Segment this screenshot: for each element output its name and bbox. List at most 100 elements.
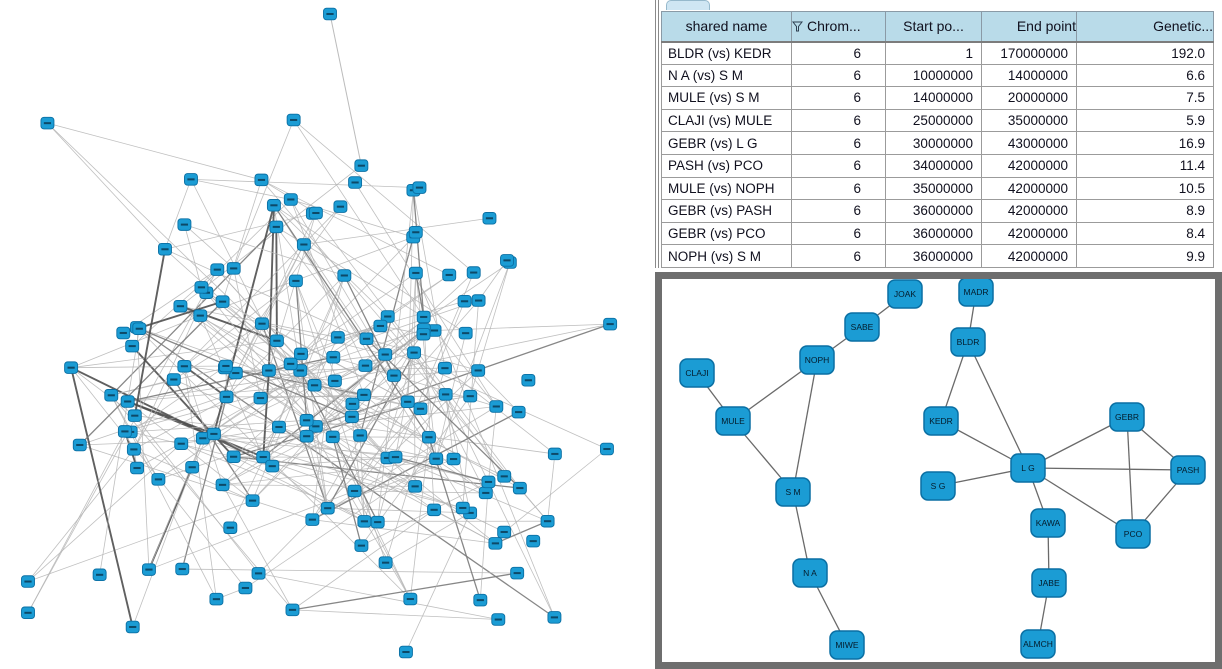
- network-node-miwe[interactable]: MIWE: [829, 630, 865, 660]
- hairball-node[interactable]: [226, 450, 241, 463]
- hairball-node[interactable]: [173, 299, 188, 313]
- hairball-node[interactable]: [184, 173, 198, 186]
- hairball-node[interactable]: [185, 461, 200, 474]
- hairball-node[interactable]: [358, 359, 373, 372]
- hairball-node[interactable]: [421, 431, 436, 444]
- network-node-gebr[interactable]: GEBR: [1109, 402, 1145, 432]
- hairball-node[interactable]: [320, 501, 335, 515]
- hairball-node[interactable]: [194, 281, 209, 294]
- hairball-node[interactable]: [223, 521, 238, 534]
- hairball-node[interactable]: [400, 395, 415, 409]
- hairball-node[interactable]: [21, 575, 35, 588]
- hairball-node[interactable]: [388, 450, 403, 464]
- hairball-node[interactable]: [378, 556, 393, 569]
- hairball-node[interactable]: [344, 410, 359, 424]
- hairball-node[interactable]: [458, 326, 473, 340]
- column-header-end-point[interactable]: End point: [981, 11, 1077, 43]
- hairball-node[interactable]: [547, 611, 562, 624]
- hairball-node[interactable]: [466, 266, 481, 279]
- hairball-node[interactable]: [195, 432, 210, 445]
- hairball-node[interactable]: [209, 592, 224, 606]
- hairball-node[interactable]: [261, 364, 276, 377]
- hairball-node[interactable]: [21, 606, 35, 620]
- hairball-node[interactable]: [373, 319, 388, 333]
- hairball-node[interactable]: [330, 331, 345, 344]
- network-node-n-a[interactable]: N A: [792, 558, 828, 588]
- hairball-node[interactable]: [271, 420, 286, 434]
- hairball-node[interactable]: [471, 364, 486, 377]
- hairball-node[interactable]: [357, 515, 372, 528]
- column-header-genetic---[interactable]: Genetic...: [1076, 11, 1214, 43]
- hairball-node[interactable]: [219, 390, 234, 404]
- network-overview-canvas[interactable]: [0, 0, 655, 669]
- hairball-node[interactable]: [206, 427, 221, 441]
- hairball-node[interactable]: [416, 310, 431, 324]
- hairball-node[interactable]: [296, 238, 311, 251]
- filter-icon[interactable]: [792, 21, 803, 32]
- hairball-node[interactable]: [387, 369, 401, 382]
- hairball-node[interactable]: [193, 309, 208, 322]
- network-node-s-m[interactable]: S M: [775, 477, 811, 507]
- hairball-node[interactable]: [125, 620, 140, 634]
- hairball-node[interactable]: [308, 206, 323, 220]
- network-node-bldr[interactable]: BLDR: [950, 327, 986, 357]
- hairball-node[interactable]: [174, 437, 189, 450]
- network-node-kawa[interactable]: KAWA: [1030, 508, 1066, 538]
- column-header-shared-name[interactable]: shared name: [661, 11, 792, 43]
- hairball-node[interactable]: [442, 268, 457, 282]
- table-row[interactable]: MULE (vs) S M 6 14000000 20000000 7.5: [661, 86, 1214, 110]
- hairball-node[interactable]: [473, 593, 488, 607]
- hairball-node[interactable]: [438, 388, 453, 401]
- table-row[interactable]: GEBR (vs) L G 6 30000000 43000000 16.9: [661, 131, 1214, 155]
- table-row[interactable]: MULE (vs) NOPH 6 35000000 42000000 10.5: [661, 176, 1214, 201]
- network-node-kedr[interactable]: KEDR: [923, 406, 959, 436]
- table-row[interactable]: GEBR (vs) PASH 6 36000000 42000000 8.9: [661, 199, 1214, 223]
- hairball-node[interactable]: [345, 397, 360, 411]
- hairball-node[interactable]: [104, 389, 119, 402]
- hairball-node[interactable]: [141, 563, 156, 576]
- hairball-node[interactable]: [429, 452, 444, 465]
- hairball-node[interactable]: [437, 361, 452, 375]
- network-node-jabe[interactable]: JABE: [1031, 568, 1067, 598]
- hairball-node[interactable]: [497, 470, 512, 483]
- table-row[interactable]: BLDR (vs) KEDR 6 1 170000000 192.0: [661, 41, 1214, 65]
- hairball-node[interactable]: [478, 486, 493, 500]
- hairball-node[interactable]: [116, 326, 131, 340]
- hairball-node[interactable]: [408, 226, 423, 239]
- network-node-pco[interactable]: PCO: [1115, 519, 1151, 549]
- hairball-node[interactable]: [323, 7, 337, 21]
- table-tab-stub[interactable]: [666, 0, 710, 10]
- hairball-node[interactable]: [218, 359, 233, 373]
- subnetwork-canvas[interactable]: JOAK SABE NOPH CLAJI MULE S M N A MIWE MADR BLDR K…: [662, 279, 1215, 662]
- hairball-node[interactable]: [40, 116, 55, 130]
- hairball-node[interactable]: [325, 430, 340, 444]
- hairball-node[interactable]: [603, 317, 618, 331]
- hairball-node[interactable]: [226, 262, 241, 275]
- table-row[interactable]: NOPH (vs) S M 6 36000000 42000000 9.9: [661, 244, 1214, 268]
- hairball-node[interactable]: [526, 534, 541, 548]
- hairball-node[interactable]: [413, 402, 428, 416]
- hairball-node[interactable]: [326, 351, 341, 364]
- network-node-sabe[interactable]: SABE: [844, 312, 880, 342]
- hairball-node[interactable]: [481, 475, 496, 489]
- hairball-node[interactable]: [299, 414, 314, 427]
- hairball-node[interactable]: [500, 254, 514, 267]
- hairball-node[interactable]: [283, 357, 298, 371]
- network-node-mule[interactable]: MULE: [715, 406, 751, 436]
- hairball-node[interactable]: [175, 562, 190, 576]
- hairball-node[interactable]: [455, 501, 470, 515]
- hairball-node[interactable]: [354, 539, 369, 552]
- hairball-node[interactable]: [357, 388, 371, 402]
- hairball-node[interactable]: [283, 193, 298, 206]
- hairball-node[interactable]: [130, 461, 144, 475]
- hairball-node[interactable]: [446, 452, 461, 466]
- hairball-node[interactable]: [540, 514, 555, 528]
- hairball-node[interactable]: [255, 317, 269, 330]
- hairball-node[interactable]: [132, 322, 147, 335]
- hairball-node[interactable]: [599, 442, 614, 456]
- hairball-node[interactable]: [158, 243, 172, 256]
- hairball-node[interactable]: [269, 334, 284, 348]
- hairball-node[interactable]: [286, 113, 301, 127]
- table-row[interactable]: N A (vs) S M 6 10000000 14000000 6.6: [661, 63, 1214, 88]
- hairball-node[interactable]: [408, 480, 423, 493]
